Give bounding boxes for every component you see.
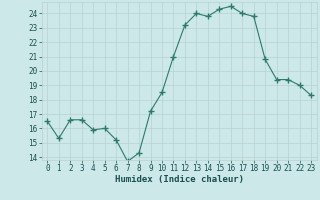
X-axis label: Humidex (Indice chaleur): Humidex (Indice chaleur) [115, 175, 244, 184]
